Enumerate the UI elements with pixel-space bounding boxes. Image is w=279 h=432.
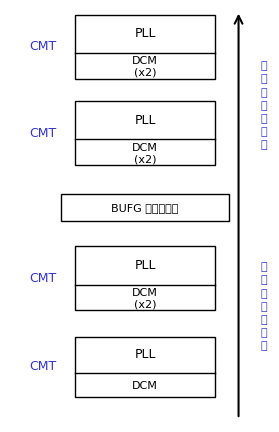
Text: DCM
(x2): DCM (x2): [132, 143, 158, 164]
Text: CMT: CMT: [30, 272, 57, 285]
Text: PLL: PLL: [134, 27, 156, 40]
Bar: [75, 15, 215, 79]
Text: CMT: CMT: [30, 360, 57, 373]
Text: CMT: CMT: [30, 127, 57, 140]
Bar: [75, 246, 215, 310]
Text: DCM
(x2): DCM (x2): [132, 288, 158, 309]
Text: CMT: CMT: [30, 40, 57, 53]
Text: PLL: PLL: [134, 114, 156, 127]
Text: 全
局
时
钟
垂
直
树: 全 局 时 钟 垂 直 树: [260, 262, 267, 351]
Bar: [75, 101, 215, 165]
Text: DCM
(x2): DCM (x2): [132, 56, 158, 78]
Text: DCM: DCM: [132, 381, 158, 391]
Bar: [75, 337, 215, 397]
Text: 全
局
时
钟
垂
直
树: 全 局 时 钟 垂 直 树: [260, 61, 267, 150]
Text: BUFG 和中央切换: BUFG 和中央切换: [111, 203, 179, 213]
Bar: [61, 194, 229, 221]
Text: PLL: PLL: [134, 348, 156, 361]
Text: PLL: PLL: [134, 259, 156, 272]
